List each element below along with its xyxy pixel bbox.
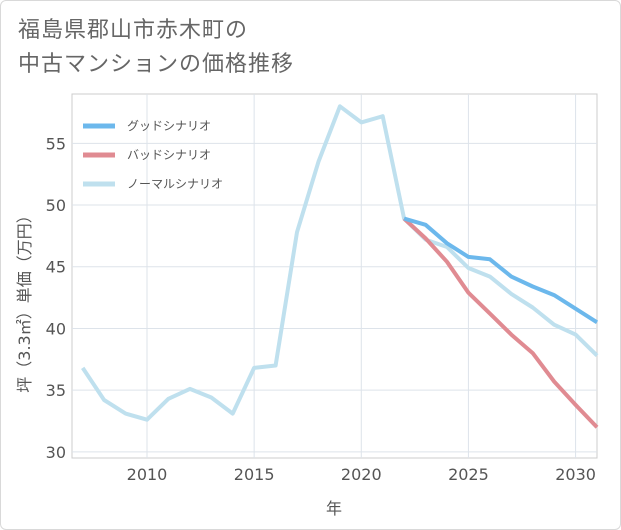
x-tick-label: 2030 [555, 465, 596, 484]
series-line-2 [81, 104, 599, 422]
x-tick-label: 2010 [127, 465, 168, 484]
x-tick-label: 2020 [341, 465, 382, 484]
chart-title-line2: 中古マンションの価格推移 [18, 52, 295, 77]
x-tick-label: 2025 [448, 465, 489, 484]
y-tick-label: 30 [46, 443, 66, 462]
legend-label-0: グッドシナリオ [127, 119, 211, 133]
y-tick-label: 35 [46, 381, 66, 400]
series-line-0 [403, 216, 599, 324]
series-line-1 [402, 217, 599, 429]
y-axis-ticks: 30 35 40 45 50 55 [46, 134, 66, 461]
y-tick-label: 50 [46, 196, 66, 215]
x-tick-label: 2015 [234, 465, 275, 484]
grid [72, 94, 597, 458]
legend-label-2: ノーマルシナリオ [127, 177, 223, 191]
chart-title-line1: 福島県郡山市赤木町の [18, 18, 249, 43]
y-tick-label: 55 [46, 134, 66, 153]
y-axis-label: 坪（3.3㎡）単価（万円） [15, 207, 34, 392]
chart-title: 福島県郡山市赤木町の 中古マンションの価格推移 [18, 14, 294, 82]
x-axis-label: 年 [326, 499, 342, 518]
legend-label-1: バッドシナリオ [127, 148, 211, 162]
y-tick-label: 40 [46, 319, 66, 338]
series-lines [81, 104, 599, 429]
x-axis-ticks: 2010 2015 2020 2025 2030 [127, 465, 596, 484]
y-tick-label: 45 [46, 258, 66, 277]
